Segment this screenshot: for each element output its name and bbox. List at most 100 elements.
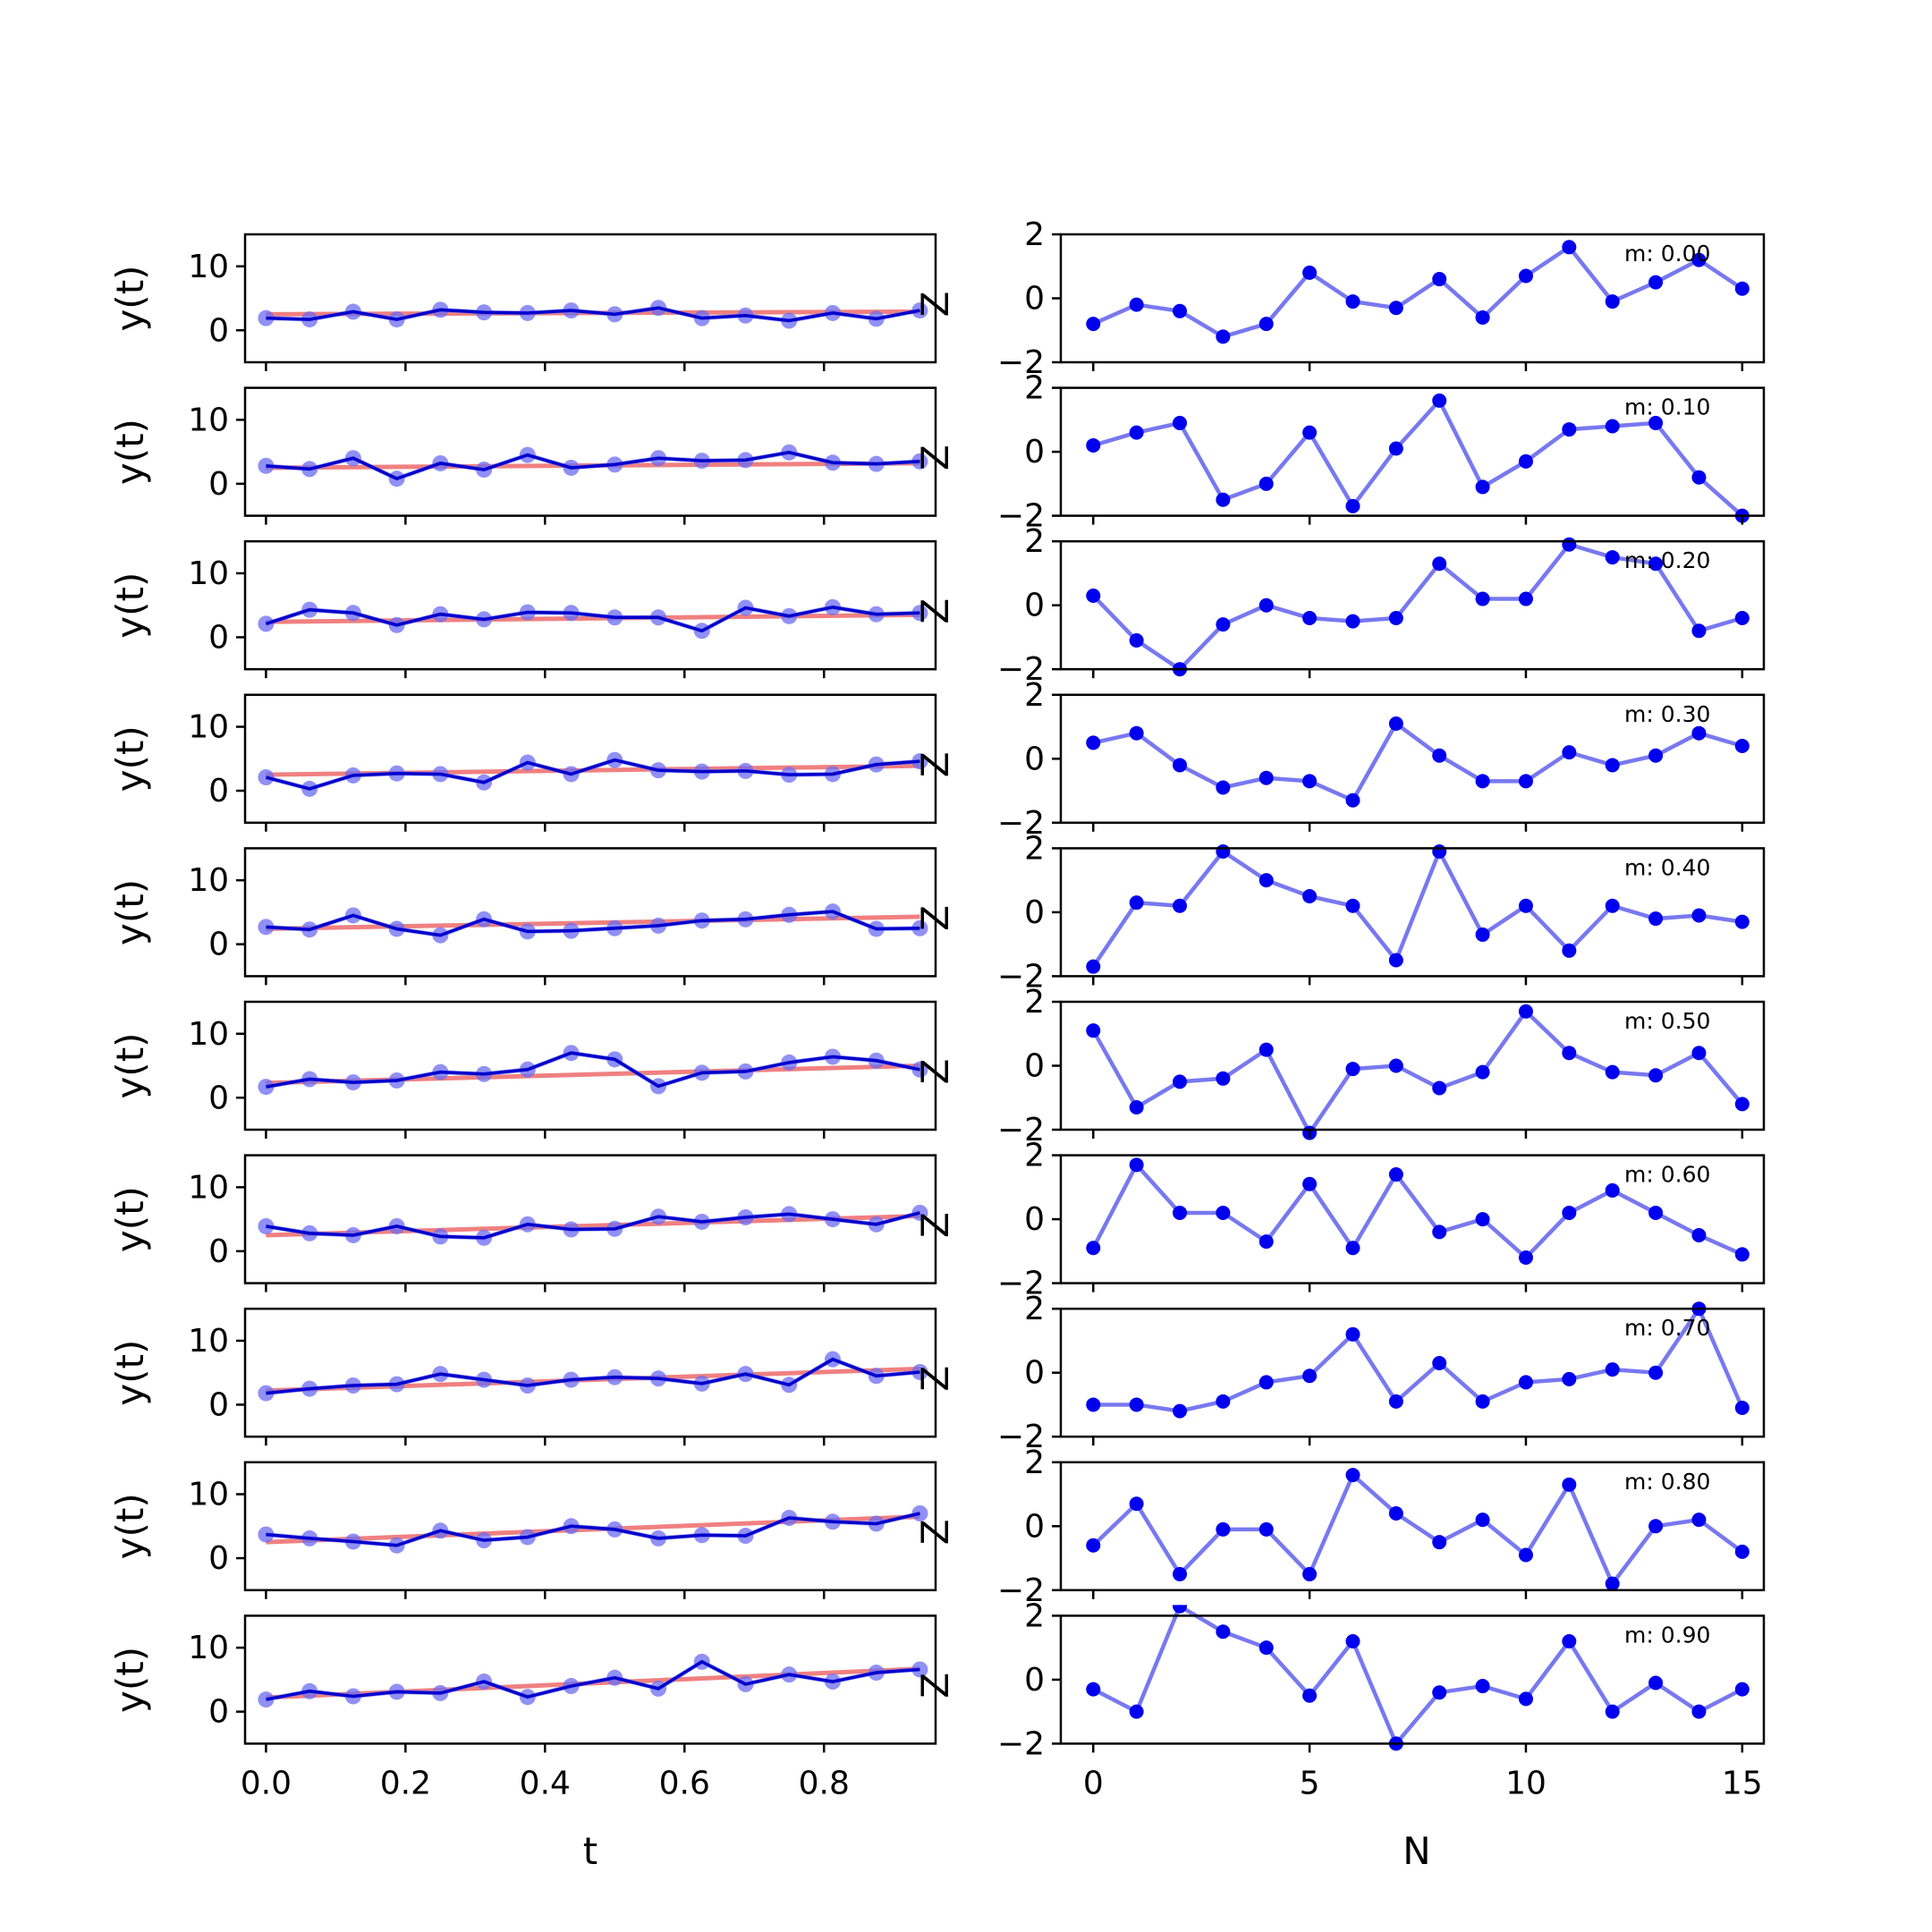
noise-point [1432, 393, 1447, 408]
y-tick-label: 0 [208, 1540, 229, 1577]
y-tick-label: −2 [997, 1572, 1045, 1609]
noise-line [1091, 1161, 1743, 1261]
left-panel: 0 10 y(t) Z [108, 1461, 957, 1599]
y-tick-label: 0 [1024, 434, 1045, 470]
noise-point [1345, 614, 1360, 629]
smoothed-line [266, 451, 920, 481]
panel-annotation: m: 0.80 [1624, 1469, 1710, 1495]
left-x-axis-label: t [583, 1829, 597, 1873]
noise-point [1086, 1241, 1101, 1256]
noise-point [1432, 1224, 1447, 1240]
noise-point [1086, 1538, 1101, 1553]
noise-point [1345, 898, 1360, 913]
y-tick-label: 2 [1024, 984, 1045, 1021]
y-tick-label: 0 [1024, 588, 1045, 624]
left-panel: 0 10 0.0 0.2 0.4 0.6 0.8 y(t) Z [108, 1614, 957, 1801]
left-panel: 0 10 y(t) Z [108, 386, 957, 525]
noise-point [1518, 1691, 1533, 1707]
noise-point [1173, 1566, 1188, 1581]
y-tick-label: 2 [1024, 830, 1045, 867]
noise-point [1605, 1182, 1620, 1198]
smoothed-line [265, 758, 920, 791]
noise-point [1691, 470, 1707, 485]
y-tick-label: 10 [188, 1323, 229, 1360]
noise-point [1734, 1544, 1750, 1559]
noise-point [1216, 1394, 1231, 1409]
y-tick-label: 0 [208, 1694, 229, 1731]
y-tick-label: 10 [188, 1169, 229, 1206]
y-tick-label: 2 [1024, 1445, 1045, 1481]
right-plot-area [1086, 240, 1750, 344]
panel-annotation: m: 0.40 [1624, 854, 1710, 880]
right-panel: −2 0 2 0 5 10 15 m: 0.90 [997, 1597, 1766, 1801]
noise-point [1388, 1506, 1403, 1521]
noise-point [1086, 437, 1101, 453]
noise-point [1129, 1496, 1144, 1512]
noise-point [1734, 611, 1750, 625]
smoothed-line [266, 1357, 920, 1395]
noise-point [1648, 748, 1664, 763]
noise-point [1691, 1513, 1707, 1528]
noise-point [1302, 265, 1318, 280]
noise-point [1475, 591, 1490, 606]
right-side-marker: Z [913, 1059, 957, 1085]
x-tick-label: 0.4 [520, 1765, 571, 1801]
left-panel-frame [243, 1154, 937, 1284]
right-panel: −2 0 2 m: 0.60 [997, 1138, 1766, 1302]
noise-point [1086, 1682, 1101, 1697]
noise-line [1093, 1304, 1744, 1413]
noise-point [1475, 479, 1490, 495]
left-panel: 0 10 y(t) Z [108, 1000, 957, 1139]
panel-annotation: m: 0.10 [1624, 394, 1710, 420]
noise-point [1648, 1365, 1664, 1380]
y-tick-label: 0 [1024, 1355, 1045, 1392]
x-tick-label: 0.2 [380, 1765, 431, 1801]
noise-point [1518, 268, 1533, 284]
noise-line [1092, 720, 1743, 803]
noise-point [1734, 1682, 1750, 1697]
noise-point [1518, 898, 1533, 913]
noise-point [1648, 415, 1664, 430]
smoothed-line [266, 910, 920, 937]
noise-point [1605, 1064, 1620, 1080]
y-tick-label: 0 [1024, 281, 1045, 318]
right-side-marker: Z [913, 1212, 957, 1238]
noise-point [1258, 1375, 1274, 1390]
y-tick-label: −2 [997, 1266, 1045, 1302]
noise-point [1345, 792, 1360, 808]
x-tick-label: 0.0 [241, 1765, 292, 1801]
noise-point [1734, 1401, 1750, 1416]
x-tick-label: 0 [1083, 1765, 1104, 1801]
left-y-axis-label: y(t) [108, 1647, 152, 1713]
left-panels: 0 10 y(t) Z 0 10 y(t) Z 0 10 y(t) Z 0 10 y(t) Z 0 10 y(t) Z… [108, 233, 957, 1801]
y-tick-label: 0 [208, 927, 229, 963]
noise-point [1562, 422, 1577, 437]
y-tick-label: 0 [1024, 741, 1045, 777]
y-tick-label: −2 [997, 651, 1045, 688]
noise-point [1691, 1227, 1707, 1242]
noise-point [1562, 1477, 1577, 1492]
noise-point [1086, 1397, 1101, 1412]
noise-point [1388, 716, 1403, 731]
y-tick-label: 0 [208, 466, 229, 503]
right-panel: −2 0 2 m: 0.50 [997, 984, 1766, 1148]
noise-point [1475, 1212, 1490, 1227]
noise-point [1345, 1241, 1360, 1256]
noise-point [1388, 301, 1403, 316]
noise-point [1258, 317, 1274, 332]
noise-point [1129, 895, 1144, 911]
y-tick-label: 0 [1024, 1508, 1045, 1545]
noise-point [1345, 1634, 1360, 1648]
y-tick-label: 10 [188, 1477, 229, 1513]
noise-point [1173, 415, 1188, 430]
noise-point [1475, 774, 1490, 789]
left-y-axis-label: y(t) [108, 1186, 152, 1252]
left-plot-area [258, 1045, 928, 1096]
y-tick-label: −2 [997, 344, 1045, 381]
noise-point [1216, 1071, 1231, 1086]
noise-line [1092, 244, 1744, 339]
noise-point [1216, 1521, 1231, 1537]
left-plot-area [258, 751, 928, 797]
noise-point [1518, 591, 1533, 606]
noise-point [1258, 1234, 1274, 1250]
